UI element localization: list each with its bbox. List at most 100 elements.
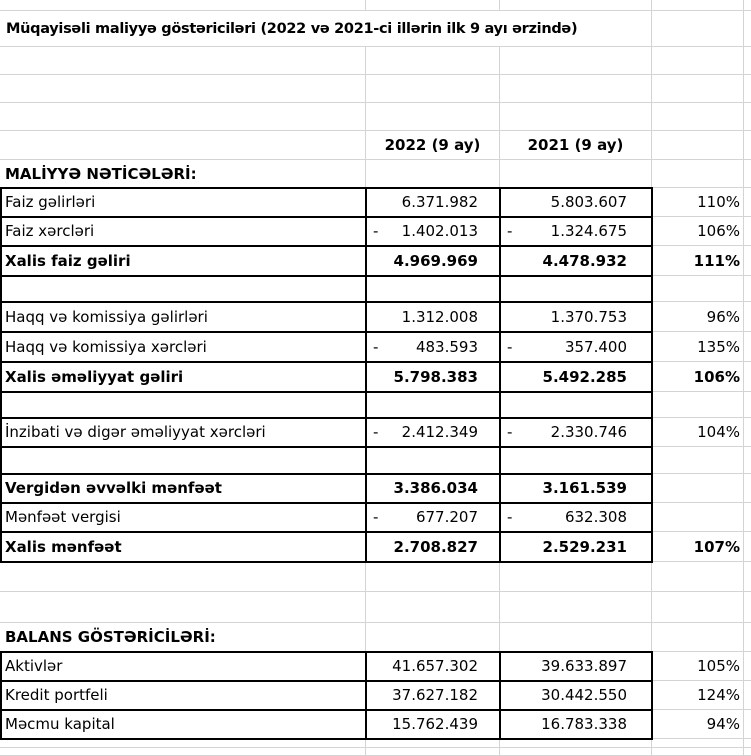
empty-cell[interactable] — [0, 447, 366, 473]
empty-cell[interactable] — [0, 0, 366, 10]
percent-cell[interactable] — [652, 503, 744, 531]
empty-cell[interactable] — [0, 392, 366, 417]
empty-cell[interactable] — [366, 447, 500, 473]
value-2021-cell[interactable]: 2.529.231 — [500, 532, 652, 561]
empty-cell[interactable] — [652, 75, 744, 102]
col-header-2021[interactable]: 2021 (9 ay) — [500, 131, 652, 159]
value-2021-cell[interactable]: 3.161.539 — [500, 474, 652, 502]
empty-cell[interactable] — [744, 447, 751, 473]
value-2021-cell[interactable]: -357.400 — [500, 332, 652, 361]
value-2022-cell[interactable]: 37.627.182 — [366, 681, 500, 709]
empty-cell[interactable] — [652, 562, 744, 591]
empty-cell[interactable] — [744, 103, 751, 130]
empty-cell[interactable] — [0, 131, 366, 159]
empty-cell[interactable] — [366, 276, 500, 301]
label-cell[interactable]: Faiz xərcləri — [0, 217, 366, 245]
empty-cell[interactable] — [500, 447, 652, 473]
empty-cell[interactable] — [744, 562, 751, 591]
empty-cell[interactable] — [652, 447, 744, 473]
empty-cell[interactable] — [366, 160, 500, 187]
empty-cell[interactable] — [0, 592, 366, 622]
empty-cell[interactable] — [652, 103, 744, 130]
empty-cell[interactable] — [0, 103, 366, 130]
empty-cell[interactable] — [744, 246, 751, 275]
empty-cell[interactable] — [744, 217, 751, 245]
empty-cell[interactable] — [366, 592, 500, 622]
empty-cell[interactable] — [0, 75, 366, 102]
value-2021-cell[interactable]: 16.783.338 — [500, 710, 652, 738]
empty-cell[interactable] — [500, 562, 652, 591]
empty-cell[interactable] — [744, 332, 751, 361]
percent-cell[interactable]: 111% — [652, 246, 744, 275]
value-2022-cell[interactable]: -677.207 — [366, 503, 500, 531]
empty-cell[interactable] — [744, 418, 751, 446]
percent-cell[interactable] — [652, 474, 744, 502]
value-2021-cell[interactable]: 30.442.550 — [500, 681, 652, 709]
empty-cell[interactable] — [652, 623, 744, 651]
value-2022-cell[interactable]: -2.412.349 — [366, 418, 500, 446]
empty-cell[interactable] — [744, 47, 751, 74]
empty-cell[interactable] — [744, 748, 751, 755]
percent-cell[interactable]: 135% — [652, 332, 744, 361]
value-2022-cell[interactable]: 15.762.439 — [366, 710, 500, 738]
empty-cell[interactable] — [366, 748, 500, 755]
empty-cell[interactable] — [652, 0, 744, 10]
label-cell[interactable]: Haqq və komissiya xərcləri — [0, 332, 366, 361]
empty-cell[interactable] — [744, 0, 751, 10]
empty-cell[interactable] — [652, 748, 744, 755]
col-header-2022[interactable]: 2022 (9 ay) — [366, 131, 500, 159]
section-header-cell[interactable]: BALANS GÖSTƏRİCİLƏRİ: — [0, 623, 366, 651]
empty-cell[interactable] — [366, 47, 500, 74]
value-2021-cell[interactable]: -1.324.675 — [500, 217, 652, 245]
value-2022-cell[interactable]: 3.386.034 — [366, 474, 500, 502]
empty-cell[interactable] — [500, 103, 652, 130]
empty-cell[interactable] — [366, 103, 500, 130]
empty-cell[interactable] — [500, 47, 652, 74]
empty-cell[interactable] — [652, 131, 744, 159]
empty-cell[interactable] — [744, 392, 751, 417]
empty-cell[interactable] — [744, 160, 751, 187]
value-2022-cell[interactable]: 5.798.383 — [366, 362, 500, 391]
empty-cell[interactable] — [744, 623, 751, 651]
empty-cell[interactable] — [744, 592, 751, 622]
percent-cell[interactable]: 105% — [652, 652, 744, 680]
empty-cell[interactable] — [744, 302, 751, 331]
empty-cell[interactable] — [500, 623, 652, 651]
label-cell[interactable]: Mənfəət vergisi — [0, 503, 366, 531]
empty-cell[interactable] — [652, 392, 744, 417]
value-2021-cell[interactable]: 5.492.285 — [500, 362, 652, 391]
section-header-cell[interactable]: MALİYYƏ NƏTİCƏLƏRİ: — [0, 160, 366, 187]
label-cell[interactable]: Vergidən əvvəlki mənfəət — [0, 474, 366, 502]
label-cell[interactable]: Xalis əməliyyat gəliri — [0, 362, 366, 391]
empty-cell[interactable] — [366, 562, 500, 591]
value-2021-cell[interactable]: 39.633.897 — [500, 652, 652, 680]
empty-cell[interactable] — [366, 75, 500, 102]
empty-cell[interactable] — [500, 276, 652, 301]
value-2021-cell[interactable]: -632.308 — [500, 503, 652, 531]
empty-cell[interactable] — [500, 75, 652, 102]
empty-cell[interactable] — [0, 562, 366, 591]
empty-cell[interactable] — [652, 47, 744, 74]
empty-cell[interactable] — [366, 739, 500, 747]
empty-cell[interactable] — [366, 0, 500, 10]
empty-cell[interactable] — [0, 739, 366, 747]
empty-cell[interactable] — [744, 188, 751, 216]
label-cell[interactable]: Xalis faiz gəliri — [0, 246, 366, 275]
empty-cell[interactable] — [744, 276, 751, 301]
percent-cell[interactable]: 96% — [652, 302, 744, 331]
empty-cell[interactable] — [652, 739, 744, 747]
label-cell[interactable]: Faiz gəlirləri — [0, 188, 366, 216]
empty-cell[interactable] — [744, 75, 751, 102]
value-2022-cell[interactable]: 6.371.982 — [366, 188, 500, 216]
label-cell[interactable]: İnzibati və digər əməliyyat xərcləri — [0, 418, 366, 446]
value-2022-cell[interactable]: 2.708.827 — [366, 532, 500, 561]
empty-cell[interactable] — [0, 748, 366, 755]
empty-cell[interactable] — [500, 392, 652, 417]
label-cell[interactable]: Kredit portfeli — [0, 681, 366, 709]
empty-cell[interactable] — [652, 11, 744, 46]
label-cell[interactable]: Xalis mənfəət — [0, 532, 366, 561]
percent-cell[interactable]: 106% — [652, 362, 744, 391]
empty-cell[interactable] — [500, 160, 652, 187]
empty-cell[interactable] — [744, 681, 751, 709]
percent-cell[interactable]: 107% — [652, 532, 744, 561]
